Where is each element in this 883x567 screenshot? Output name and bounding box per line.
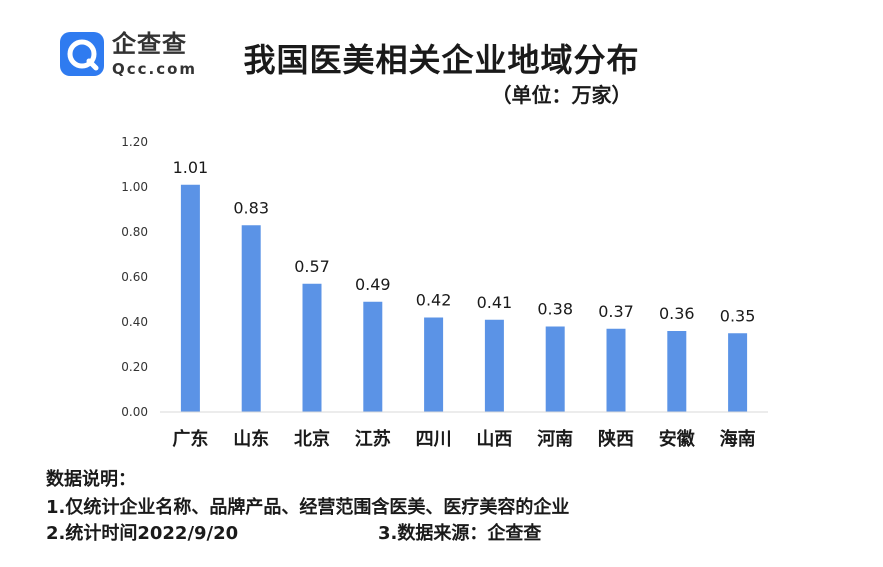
data-label: 0.57 [294, 257, 330, 276]
chart-title: 我国医美相关企业地域分布 [243, 41, 640, 79]
bar [667, 331, 687, 412]
bars [180, 184, 748, 412]
data-label: 1.01 [173, 158, 209, 177]
bar [302, 283, 322, 412]
y-tick-label: 0.40 [121, 315, 148, 329]
brand-name: 企查查 [112, 30, 187, 58]
y-tick-label: 0.60 [121, 270, 148, 284]
data-label: 0.83 [233, 198, 269, 217]
x-tick-label: 山东 [233, 428, 269, 450]
x-tick-label: 北京 [294, 428, 330, 450]
bar [241, 225, 261, 412]
y-axis-ticks: 0.00 0.20 0.40 0.60 0.80 1.00 1.20 [121, 135, 148, 419]
data-label: 0.42 [416, 291, 452, 310]
bar [363, 301, 383, 412]
x-tick-label: 河南 [537, 428, 573, 450]
data-label: 0.49 [355, 275, 391, 294]
x-tick-label: 广东 [172, 428, 208, 450]
bar [728, 333, 748, 412]
brand-logo: 企查查 Qcc.com [60, 30, 250, 80]
bar [545, 326, 565, 412]
bar [606, 328, 626, 412]
x-tick-label: 海南 [720, 428, 756, 450]
x-tick-label: 山西 [476, 429, 512, 450]
bar [424, 317, 444, 412]
brand-domain: Qcc.com [112, 60, 198, 78]
x-axis-labels: 广东 山东 北京 江苏 四川 山西 河南 陕西 安徽 海南 [172, 428, 755, 450]
data-label: 0.36 [659, 304, 695, 323]
bar [180, 184, 200, 412]
note-line-2: 2.统计时间2022/9/20 [46, 523, 239, 544]
y-tick-label: 1.00 [121, 180, 148, 194]
x-tick-label: 陕西 [598, 428, 634, 450]
y-tick-label: 0.00 [121, 405, 148, 419]
y-tick-label: 1.20 [121, 135, 148, 149]
data-label: 0.35 [720, 306, 756, 325]
bar [484, 319, 504, 412]
bar-chart: 0.00 0.20 0.40 0.60 0.80 1.00 1.20 广东 山东 北京 江苏 四川 山… [121, 135, 768, 450]
x-tick-label: 四川 [416, 429, 452, 450]
note-line-3: 3.数据来源：企查查 [378, 523, 542, 544]
y-tick-label: 0.20 [121, 360, 148, 374]
x-tick-label: 安徽 [659, 428, 696, 450]
data-label: 0.41 [477, 293, 513, 312]
x-tick-label: 江苏 [355, 428, 391, 450]
value-labels: 1.01 0.83 0.57 0.49 0.42 0.41 0.38 0.37 0.36 0.35 [173, 158, 756, 326]
data-label: 0.37 [598, 302, 634, 321]
chart-subtitle: （单位：万家） [491, 83, 632, 107]
data-label: 0.38 [537, 300, 573, 319]
note-line-1: 1.仅统计企业名称、品牌产品、经营范围含医美、医疗美容的企业 [46, 497, 570, 518]
y-tick-label: 0.80 [121, 225, 148, 239]
qcc-logo-icon [60, 32, 104, 76]
notes-title: 数据说明： [46, 469, 136, 490]
